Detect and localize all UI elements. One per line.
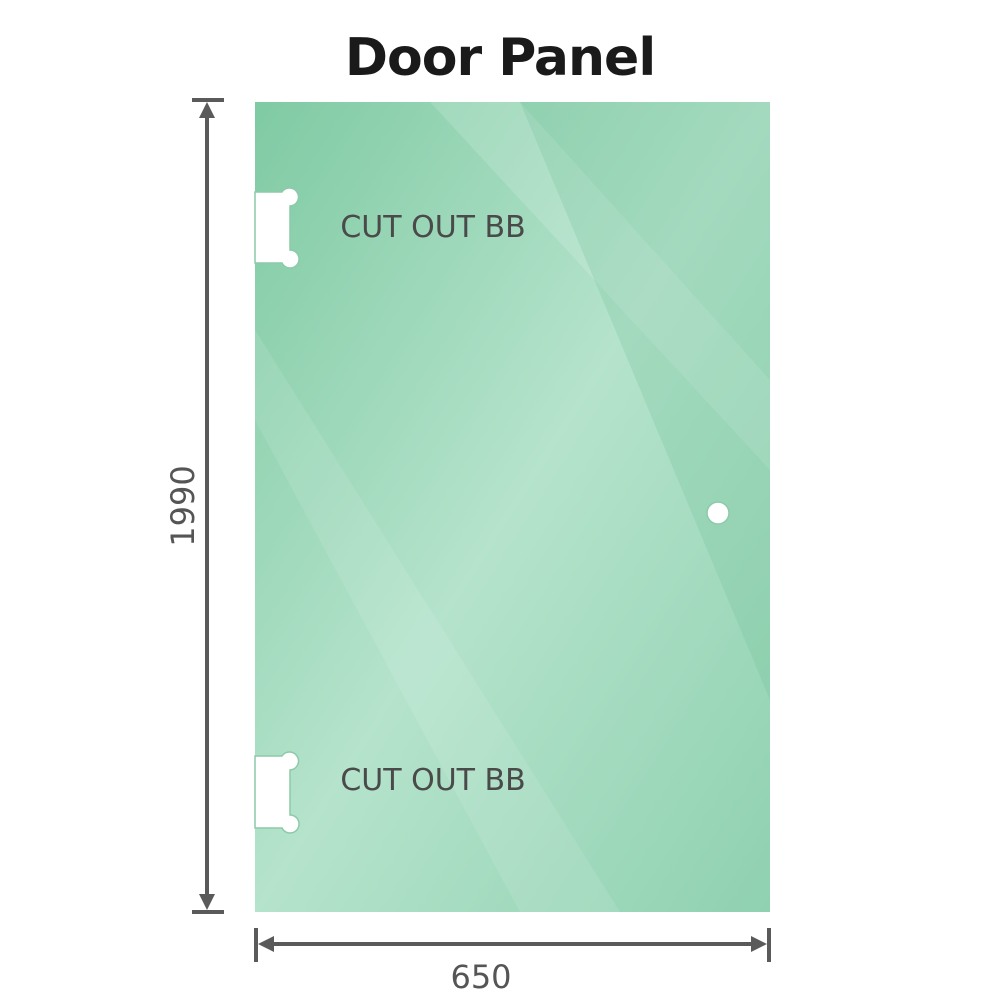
- arrow-left-icon: [258, 936, 274, 952]
- cutout-label-bottom: CUT OUT BB: [340, 763, 525, 798]
- arrow-down-icon: [199, 894, 215, 910]
- cutout-bottom: [254, 751, 300, 834]
- height-dimension: [192, 98, 224, 914]
- width-dimension: [254, 928, 771, 962]
- handle-hole: [706, 501, 730, 525]
- arrow-right-icon: [751, 936, 767, 952]
- height-label: 1990: [164, 465, 202, 546]
- diagram-title: Door Panel: [344, 28, 656, 88]
- glass-shade: [520, 102, 770, 700]
- glass-panel: [255, 102, 770, 912]
- glass-reflection: [430, 102, 770, 470]
- arrow-up-icon: [199, 102, 215, 118]
- cutout-top: [254, 187, 300, 269]
- cutout-label-top: CUT OUT BB: [340, 210, 525, 245]
- width-label: 650: [450, 958, 511, 996]
- glass-reflection: [255, 330, 620, 912]
